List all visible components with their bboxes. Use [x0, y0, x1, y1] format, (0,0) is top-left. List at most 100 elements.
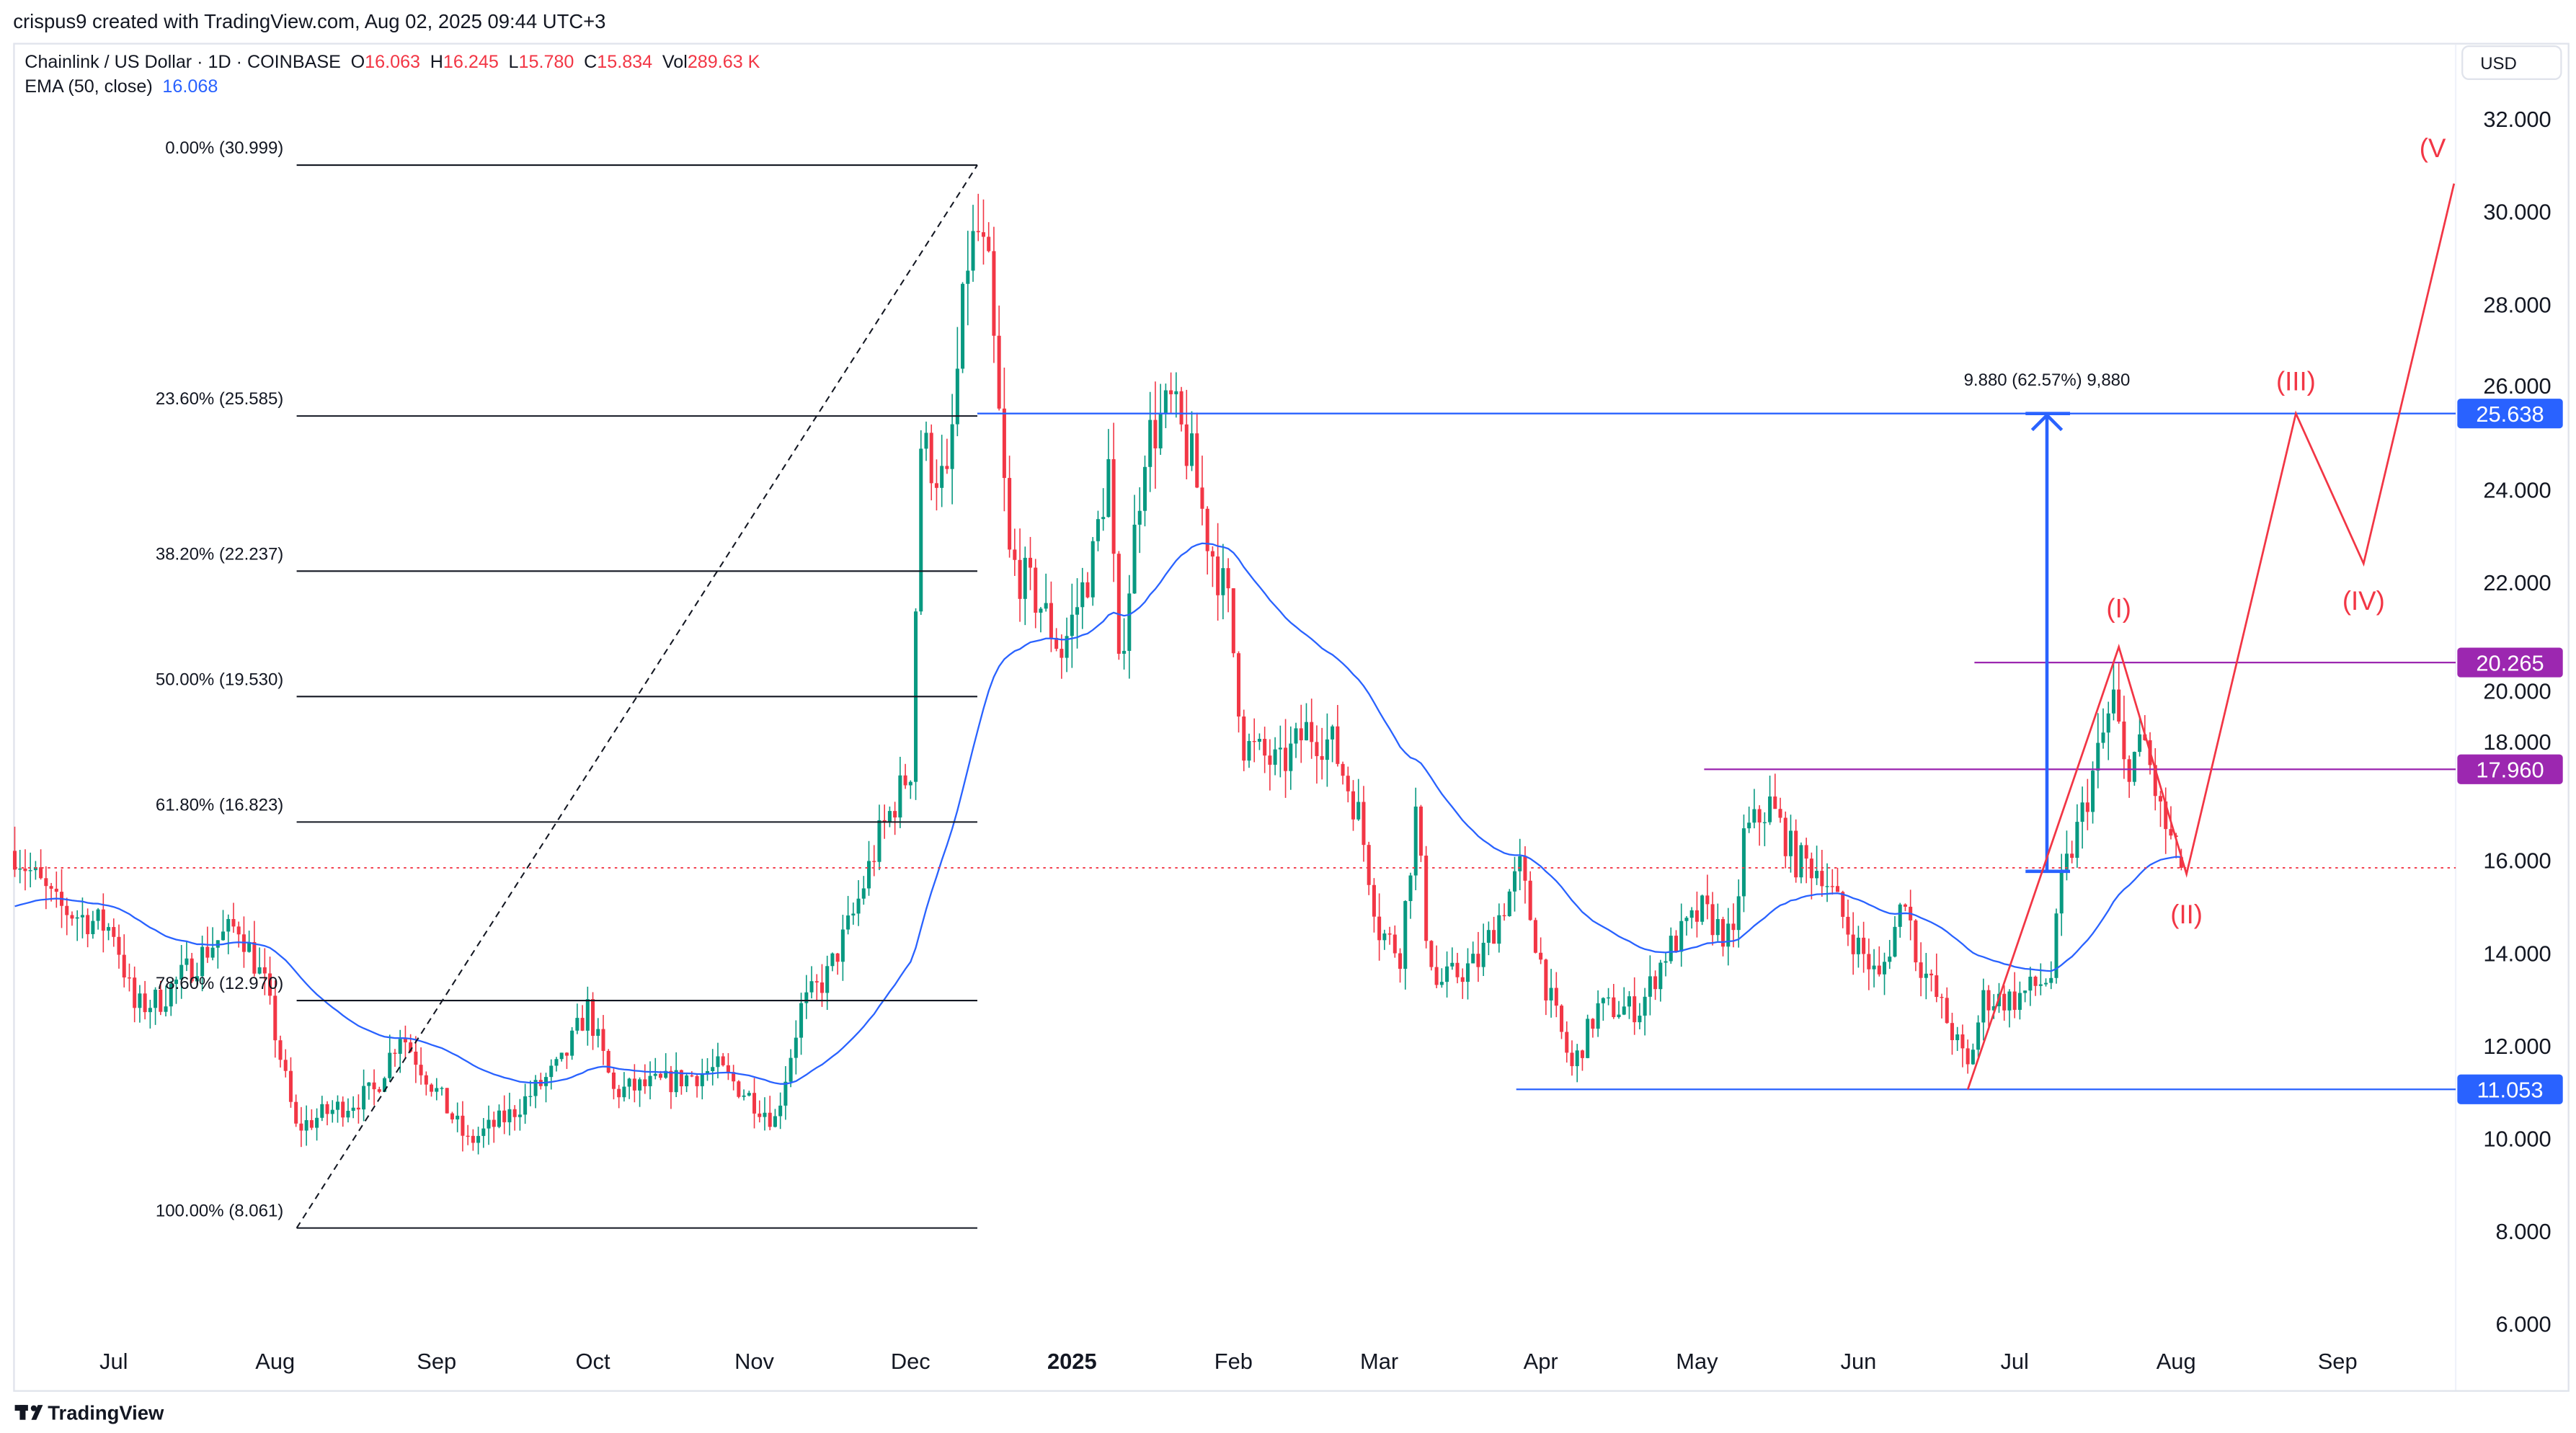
fib-level-label: 61.80% (16.823): [156, 795, 283, 815]
candle-body: [2101, 732, 2105, 743]
candle-body: [2132, 752, 2136, 782]
candle: [877, 804, 881, 871]
candle-body: [1351, 791, 1356, 820]
price-axis[interactable]: 32.000 30.000 28.000 26.000 24.000 22.000 20.0…: [2483, 107, 2551, 1336]
candle-body: [346, 1111, 350, 1118]
candle-body: [1148, 420, 1152, 467]
candle: [1705, 874, 1710, 920]
candle: [70, 911, 74, 926]
candle: [1862, 921, 1866, 973]
fib-level-label: 0.00% (30.999): [165, 138, 283, 158]
candle-body: [1116, 554, 1121, 654]
price-tick: 22.000: [2483, 570, 2551, 595]
candle-body: [580, 1018, 585, 1031]
candle-body: [1226, 568, 1230, 589]
ohlc-legend: Chainlink / US Dollar · 1D · COINBASE O16…: [25, 52, 760, 72]
candle: [2012, 972, 2017, 1019]
candle: [315, 1108, 319, 1141]
candle-body: [1862, 937, 1866, 954]
candle-body: [383, 1078, 387, 1092]
candle-body: [1034, 567, 1038, 613]
candle-body: [268, 973, 272, 996]
candle: [575, 1003, 579, 1034]
candle: [570, 1027, 574, 1060]
candle-body: [1184, 424, 1189, 466]
candle: [1179, 386, 1183, 432]
candle-body: [414, 1051, 418, 1065]
candle: [1747, 806, 1751, 833]
candle-body: [601, 1029, 605, 1051]
candle-body: [1278, 747, 1282, 750]
candle-body: [695, 1075, 699, 1086]
candle: [846, 895, 850, 935]
candle-body: [1294, 728, 1298, 744]
candle: [564, 1052, 569, 1069]
candle: [2122, 696, 2126, 779]
candle-body: [117, 936, 121, 955]
candle: [1684, 915, 1689, 936]
candle: [653, 1057, 657, 1080]
candle-body: [1142, 466, 1147, 511]
candle-body: [283, 1060, 288, 1071]
candle-body: [1601, 998, 1605, 1003]
candle: [159, 980, 163, 1016]
candle: [138, 985, 142, 1023]
candle: [2059, 853, 2064, 936]
candle: [1721, 916, 1726, 957]
tradingview-logo[interactable]: TradingView: [14, 1402, 164, 1424]
candle-body: [1898, 904, 1902, 927]
candle: [1856, 926, 1860, 968]
price-badge: 20.265: [2457, 647, 2563, 678]
candle: [866, 840, 871, 896]
candle-body: [1257, 738, 1261, 742]
price-badge-label: 25.638: [2476, 401, 2544, 427]
candle: [1226, 558, 1230, 613]
candle-body: [304, 1119, 308, 1131]
candle: [961, 282, 965, 373]
candle: [2111, 660, 2115, 721]
candle-body: [377, 1089, 381, 1092]
candle-body: [2164, 801, 2168, 830]
candle: [1169, 372, 1173, 414]
candle-body: [1471, 954, 1475, 964]
candle-body: [2038, 984, 2043, 986]
time-tick: Dec: [891, 1349, 931, 1374]
candle: [1533, 918, 1537, 954]
candle-body: [1950, 1023, 1954, 1040]
candle-body: [1445, 966, 1449, 982]
plot-area[interactable]: 0.00% (30.999) 23.60% (25.585) 38.20% (22.…: [12, 133, 2456, 1229]
candle-body: [1648, 976, 1652, 997]
candle: [23, 849, 27, 891]
candle-body: [512, 1109, 517, 1117]
candle: [617, 1085, 621, 1109]
currency-button[interactable]: [2461, 45, 2562, 80]
candle: [1674, 930, 1679, 953]
candle-body: [1971, 1050, 1975, 1065]
candle-body: [851, 913, 856, 916]
candle: [1752, 789, 1756, 829]
candle-body: [1163, 390, 1168, 414]
candle-body: [1825, 886, 1829, 887]
candle-body: [1612, 997, 1616, 1018]
candle-body: [1049, 603, 1053, 638]
candle-body: [773, 1116, 777, 1127]
candle-body: [236, 926, 241, 935]
candle: [1439, 968, 1444, 988]
candle: [86, 908, 90, 948]
candle: [1039, 607, 1043, 633]
candle: [502, 1095, 507, 1135]
candle-body: [1512, 871, 1517, 892]
close-value: 15.834: [597, 52, 652, 72]
candle-body: [1299, 728, 1303, 741]
candle: [1362, 786, 1366, 862]
candle: [1455, 952, 1460, 984]
candle-body: [288, 1070, 293, 1102]
candle-body: [23, 868, 27, 871]
candle-body: [814, 981, 819, 982]
candle: [830, 952, 835, 972]
time-axis[interactable]: Jul Aug Sep Oct Nov Dec 2025 Feb Mar Apr May Jun Jul…: [99, 1349, 2358, 1374]
candle-body: [1991, 1006, 1996, 1011]
fib-level-label: 78.60% (12.970): [156, 974, 283, 993]
candle: [122, 934, 126, 988]
